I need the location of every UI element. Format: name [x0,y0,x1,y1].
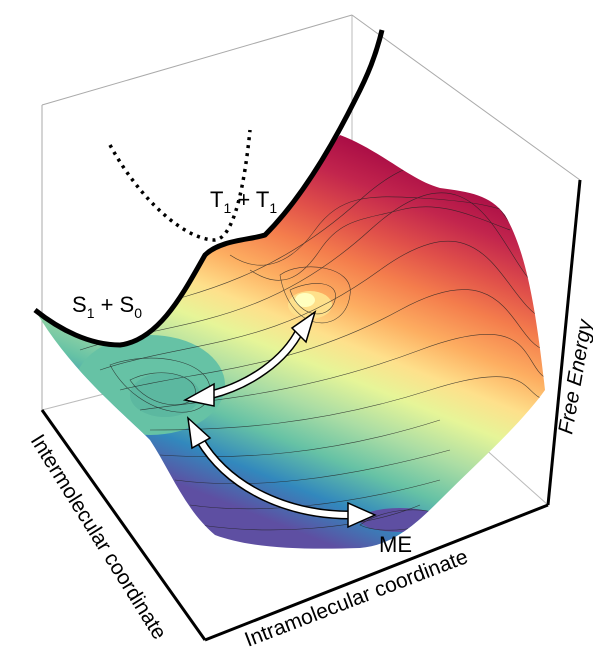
box-front [40,179,582,642]
arrows [182,310,377,529]
singlet-label: S1 + S0 [72,292,142,321]
triplet-label: T1 + T1 [210,187,277,216]
y-axis-label: Intramolecular coordinate [242,545,471,651]
x-axis-label: Intermolecular coordinate [26,430,171,643]
box-top [41,14,581,410]
triplet-curve [108,129,252,242]
minimum-label: ME [379,532,412,557]
singlet-curve [33,29,385,348]
